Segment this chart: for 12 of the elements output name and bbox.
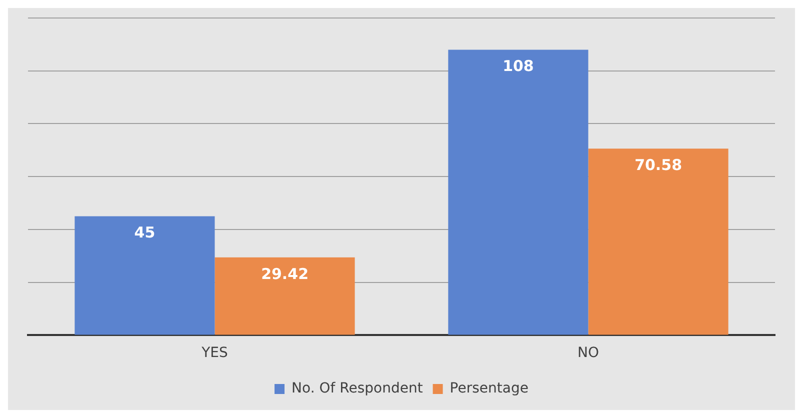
bar — [448, 50, 588, 335]
x-tick-label: YES — [200, 345, 228, 362]
data-label: 45 — [134, 224, 156, 242]
legend-label: No. Of Respondent — [292, 380, 424, 397]
bar — [74, 216, 215, 335]
x-tick-label: NO — [578, 345, 599, 362]
legend-label: Persentage — [450, 380, 528, 397]
data-label: 108 — [502, 57, 534, 76]
data-label: 29.42 — [261, 264, 309, 283]
bar — [214, 257, 355, 335]
data-label: 70.58 — [634, 156, 682, 174]
bar — [588, 148, 728, 335]
